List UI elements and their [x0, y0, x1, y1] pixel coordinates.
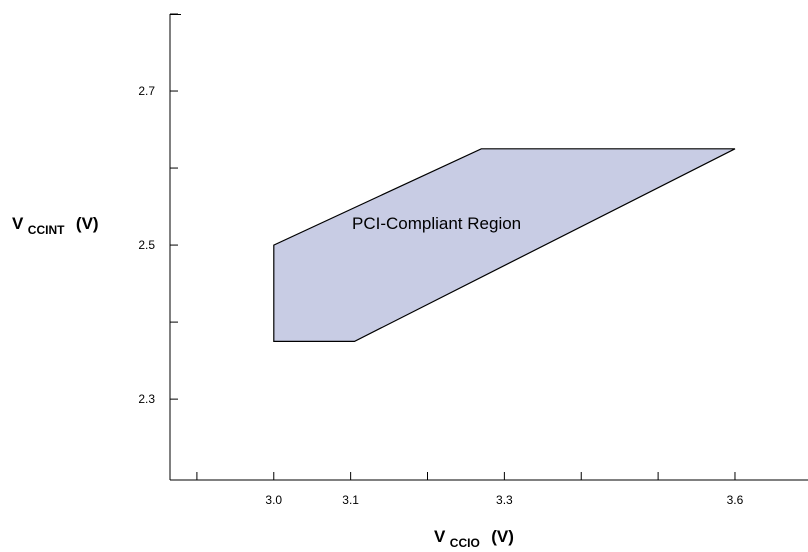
x-tick-label: 3.3: [496, 493, 513, 507]
y-axis-title-main: V: [12, 214, 24, 233]
axis-titles: V CCINT (V) V CCIO (V): [12, 214, 514, 551]
y-tick-label: 2.3: [138, 392, 155, 406]
x-tick-label: 3.1: [342, 493, 359, 507]
y-tick-label: 2.5: [138, 238, 155, 252]
region-label: PCI-Compliant Region: [352, 214, 521, 233]
y-axis-title: V CCINT (V): [12, 214, 99, 238]
x-axis-title-unit: (V): [491, 527, 514, 546]
y-tick-label: 2.7: [138, 84, 155, 98]
x-tick-label: 3.6: [727, 493, 744, 507]
x-axis-title: V CCIO (V): [434, 527, 514, 551]
ticks: 3.0 3.1 3.3 3.6 2.3 2.5 2.7: [138, 13, 744, 507]
x-axis-title-sub: CCIO: [450, 536, 480, 550]
x-axis-title-main: V: [434, 527, 446, 546]
y-axis-title-unit: (V): [76, 214, 99, 233]
compliant-region-area: [273, 148, 736, 342]
y-axis-title-sub: CCINT: [28, 223, 65, 237]
region: PCI-Compliant Region: [273, 148, 736, 342]
x-tick-label: 3.0: [265, 493, 282, 507]
